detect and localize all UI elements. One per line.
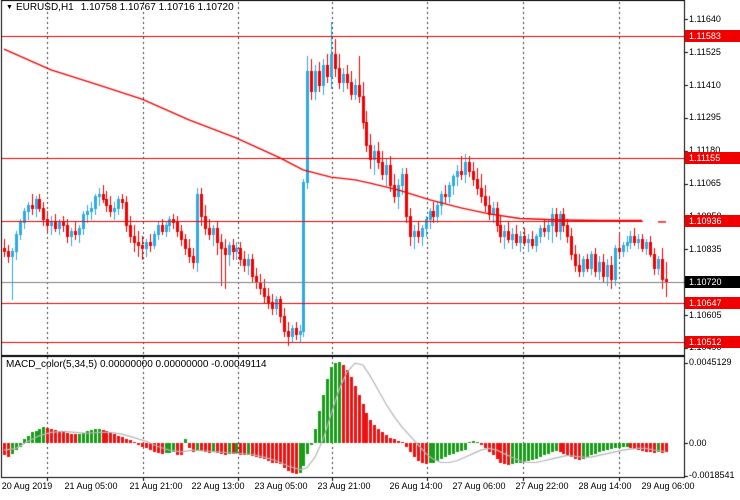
time-axis-label: 20 Aug 2019 (1, 481, 53, 491)
price-axis-tick-label: 1.10835 (689, 243, 722, 254)
time-axis-label: 28 Aug 14:00 (578, 481, 632, 491)
symbol-timeframe: EURUSD,H1 (15, 2, 74, 13)
price-axis-tick-label: 1.11065 (689, 178, 721, 189)
time-axis-label: 23 Aug 21:00 (317, 481, 371, 491)
price-axis-tick-label: 1.11410 (689, 79, 721, 90)
price-axis-tick-label: 1.11525 (689, 46, 721, 57)
time-axis-label: 27 Aug 06:00 (452, 481, 506, 491)
macd-axis-label: 0.00 (689, 437, 707, 448)
chart-title: ▼ EURUSD,H1 1.10758 1.10767 1.10716 1.1072… (6, 2, 234, 13)
indicator-values: 0.00000000 0.00000000 -0.00049114 (99, 359, 267, 370)
price-axis-tick-label: 1.11640 (689, 13, 721, 24)
time-axis-label: 21 Aug 21:00 (129, 481, 183, 491)
time-axis-label: 27 Aug 22:00 (515, 481, 569, 491)
time-axis-label: 21 Aug 05:00 (64, 481, 118, 491)
price-axis-tick-label: 1.10605 (689, 309, 722, 320)
price-axis-tick-label: 1.11180 (689, 145, 721, 156)
time-axis-label: 22 Aug 13:00 (191, 481, 245, 491)
macd-axis-label: 0.0045129 (689, 357, 732, 368)
time-axis-label: 26 Aug 14:00 (389, 481, 443, 491)
price-level-badge: 1.10936 (685, 214, 740, 227)
price-axis-tick-label: 1.11295 (689, 112, 721, 123)
symbol-dropdown-icon: ▼ (6, 4, 13, 11)
indicator-name: MACD_color(5,34,5) (6, 359, 98, 370)
price-level-badge: 1.11155 (685, 151, 740, 164)
time-axis-label: 29 Aug 06:00 (641, 481, 695, 491)
macd-axis-label: -0.0018541 (689, 470, 735, 481)
price-level-badge: 1.10512 (685, 335, 740, 348)
price-level-badge: 1.10647 (685, 297, 740, 310)
time-axis-label: 23 Aug 05:00 (254, 481, 308, 491)
current-price-badge: 1.10720 (685, 276, 740, 289)
price-level-badge: 1.11583 (685, 29, 740, 42)
indicator-label: MACD_color(5,34,5) 0.00000000 0.00000000… (6, 359, 267, 370)
ohlc-quotes: 1.10758 1.10767 1.10716 1.10720 (80, 2, 234, 13)
